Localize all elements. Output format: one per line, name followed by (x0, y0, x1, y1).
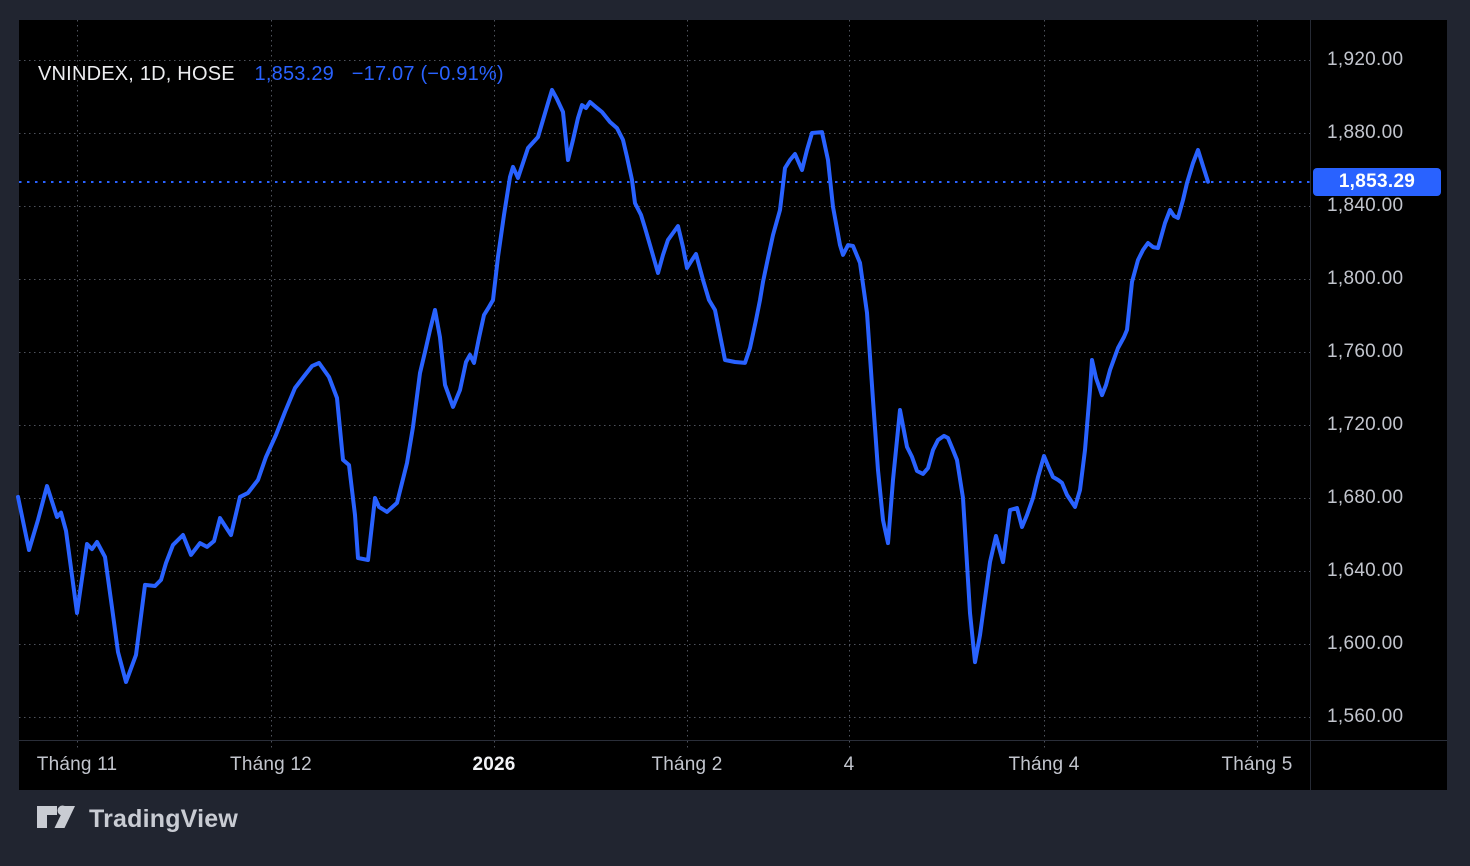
y-axis-label: 1,640.00 (1327, 560, 1404, 581)
gridline-horizontal (19, 206, 1310, 207)
gridline-horizontal (19, 498, 1310, 499)
x-axis-label: Tháng 5 (1221, 754, 1293, 775)
time-tick (1044, 741, 1045, 750)
x-axis-label: Tháng 4 (1008, 754, 1080, 775)
price-scale[interactable]: 1,853.29 1,920.00 1,880.00 1,840.00 1,800.0… (1310, 20, 1447, 740)
tradingview-brand-link[interactable]: TradingView (36, 804, 238, 834)
x-axis-label: 2026 (472, 754, 516, 775)
gridline-vertical (271, 20, 272, 740)
time-tick (849, 741, 850, 750)
tradingview-logo-icon (37, 805, 75, 828)
x-axis-label: Tháng 11 (36, 754, 118, 775)
gridline-horizontal (19, 717, 1310, 718)
time-tick (494, 741, 495, 750)
current-price-dotted-line (19, 180, 1310, 183)
legend-last-price: 1,853.29 (254, 63, 334, 85)
current-price-label: 1,853.29 (1313, 167, 1441, 196)
gridline-horizontal (19, 571, 1310, 572)
price-line-series (16, 87, 1210, 684)
time-tick (1257, 741, 1258, 750)
y-axis-label: 1,920.00 (1327, 49, 1404, 70)
footer: TradingView (0, 790, 1470, 866)
y-axis-label: 1,880.00 (1327, 122, 1404, 143)
x-axis-label: Tháng 12 (230, 754, 312, 775)
legend-change: −17.07 (−0.91%) (351, 63, 504, 85)
tradingview-brand-text: TradingView (89, 804, 239, 833)
price-scale-separator (1310, 20, 1311, 790)
y-axis-label: 1,560.00 (1327, 706, 1404, 727)
gridline-horizontal (19, 133, 1310, 134)
plot-area[interactable] (16, 20, 1310, 740)
gridline-horizontal (19, 279, 1310, 280)
time-tick (77, 741, 78, 750)
y-axis-label: 1,760.00 (1327, 341, 1404, 362)
x-axis-label: Tháng 2 (651, 754, 723, 775)
gridline-horizontal (19, 425, 1310, 426)
y-axis-label: 1,840.00 (1327, 195, 1404, 216)
y-axis-label: 1,680.00 (1327, 487, 1404, 508)
symbol-title[interactable]: VNINDEX, 1D, HOSE (38, 63, 235, 85)
time-tick (687, 741, 688, 750)
gridline-horizontal (19, 352, 1310, 353)
y-axis-label: 1,600.00 (1327, 633, 1404, 654)
y-axis-label: 1,800.00 (1327, 268, 1404, 289)
gridline-vertical (687, 20, 688, 740)
gridline-vertical (77, 20, 78, 740)
time-scale[interactable]: Tháng 11 Tháng 12 2026 Tháng 2 4 Tháng 4 Tháng… (19, 741, 1447, 790)
gridline-horizontal (19, 60, 1310, 61)
gridline-vertical (1044, 20, 1045, 740)
gridline-horizontal (19, 644, 1310, 645)
x-axis-label: 4 (843, 754, 855, 775)
time-tick (271, 741, 272, 750)
gridline-vertical (494, 20, 495, 740)
time-axis-border (19, 740, 1447, 741)
gridline-vertical (1257, 20, 1258, 740)
y-axis-label: 1,720.00 (1327, 414, 1404, 435)
chart-pane[interactable]: 1,853.29 1,920.00 1,880.00 1,840.00 1,800.0… (16, 20, 1447, 790)
legend: VNINDEX, 1D, HOSE 1,853.29 −17.07 (−0.91… (38, 63, 504, 86)
gridline-vertical (849, 20, 850, 740)
